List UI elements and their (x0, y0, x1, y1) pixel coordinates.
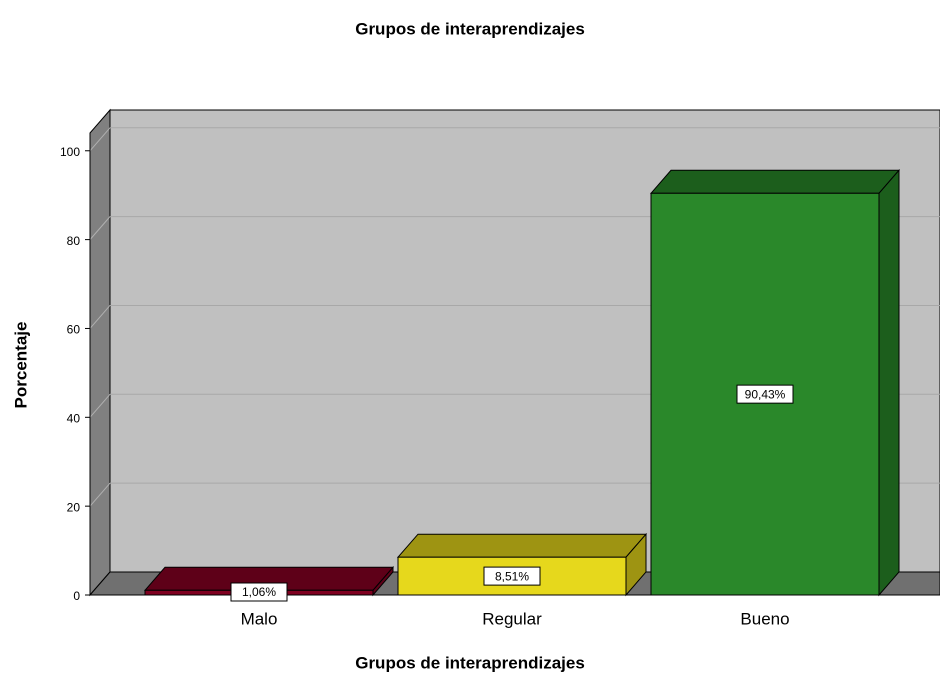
data-label: 8,51% (495, 569, 529, 583)
bar-top (396, 533, 648, 558)
bar-side (878, 168, 900, 597)
bar-top (649, 169, 901, 194)
grid-line (89, 127, 111, 152)
grid-line (89, 482, 111, 507)
data-label: 90,43% (745, 387, 786, 401)
grid-line (89, 305, 111, 329)
x-tick-label: Regular (482, 609, 542, 628)
chart-title: Grupos de interaprendizajes (355, 19, 585, 38)
grid-line (89, 393, 111, 418)
y-tick-label: 60 (67, 323, 81, 337)
side-wall (89, 108, 111, 597)
x-tick-label: Malo (241, 609, 278, 628)
data-label-box (483, 566, 541, 586)
y-tick-label: 20 (67, 500, 81, 514)
y-tick-label: 80 (67, 234, 81, 248)
y-tick-label: 100 (60, 145, 80, 159)
data-label-box (230, 582, 288, 602)
x-axis-title: Grupos de interaprendizajes (355, 653, 585, 672)
data-label-box (736, 384, 794, 404)
y-tick-label: 0 (73, 589, 80, 603)
x-tick-label: Bueno (740, 609, 789, 628)
y-axis-title: Porcentaje (11, 322, 30, 409)
y-tick-label: 40 (67, 411, 81, 425)
grid-line (89, 216, 111, 240)
data-label: 1,06% (242, 585, 276, 599)
